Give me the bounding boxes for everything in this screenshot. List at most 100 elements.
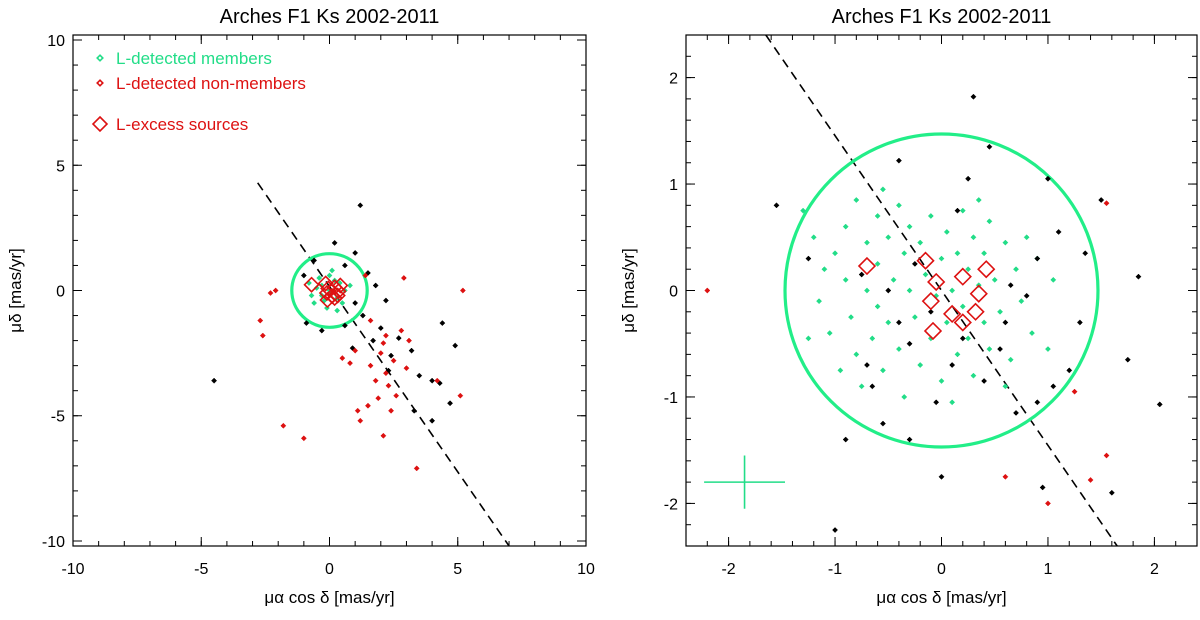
l-nonmember-point — [390, 357, 397, 364]
non-member-point — [377, 325, 384, 332]
x-tick-label: 10 — [577, 561, 595, 578]
non-member-point — [341, 262, 348, 269]
l-member-point — [805, 335, 812, 342]
l-member-point — [837, 367, 844, 374]
l-excess-point — [318, 284, 336, 302]
l-member-point — [901, 394, 908, 400]
non-member-point — [864, 362, 870, 368]
non-member-point — [1034, 255, 1041, 262]
non-member-point — [933, 399, 940, 406]
non-member-point — [938, 473, 945, 480]
non-member-point — [357, 202, 364, 209]
non-member-point — [447, 400, 454, 407]
l-nonmember-point — [380, 432, 387, 439]
right-panel: Arches F1 Ks 2002-2011 -2 -1 0 1 2 -2 -1 0 1 2 μα c… — [619, 6, 1198, 607]
x-tick-label: -2 — [721, 561, 735, 578]
l-nonmember-point — [1002, 473, 1009, 480]
l-member-point — [853, 351, 860, 358]
non-member-point — [311, 257, 318, 264]
non-member-point — [959, 335, 966, 342]
non-member-point — [997, 346, 1004, 353]
l-member-point — [864, 287, 870, 294]
l-member-point — [1002, 383, 1009, 390]
l-member-point — [997, 308, 1004, 315]
l-member-point — [879, 186, 886, 193]
non-member-point — [1002, 319, 1009, 326]
legend-marker-open-diamond — [91, 115, 109, 133]
l-member-point — [901, 250, 908, 257]
non-member-point — [949, 362, 956, 368]
legend: L-detected members L-detected non-members… — [91, 49, 306, 134]
l-member-point — [986, 218, 993, 225]
y-axis-label: μδ [mas/yr] — [619, 248, 638, 332]
non-member-point — [341, 322, 348, 329]
non-member-point — [359, 312, 366, 319]
non-member-point — [352, 249, 359, 256]
non-member-point — [331, 239, 338, 246]
l-member-point — [938, 255, 945, 262]
l-member-point — [869, 335, 876, 342]
l-member-point — [965, 335, 972, 342]
l-nonmember-point — [393, 392, 400, 399]
l-nonmember-point — [365, 402, 371, 409]
l-nonmember-point — [367, 362, 374, 369]
dashed-reference-line — [257, 182, 510, 546]
l-excess-point — [330, 283, 347, 300]
l-member-point — [986, 346, 993, 353]
non-member-point — [1039, 484, 1046, 491]
l-nonmember-point — [382, 332, 389, 339]
non-member-point — [411, 407, 418, 414]
legend-label: L-excess sources — [116, 115, 248, 134]
l-member-point — [895, 202, 902, 209]
x-tick-label: -1 — [828, 561, 842, 578]
l-member-point — [965, 266, 972, 273]
l-excess-point — [977, 260, 996, 279]
non-member-point — [986, 143, 993, 150]
non-member-point — [858, 271, 865, 278]
l-member-point — [858, 383, 865, 390]
dashed-reference-line — [765, 35, 1118, 546]
y-tick-label: 2 — [669, 71, 678, 88]
non-member-point — [300, 272, 307, 279]
x-tick-label: 1 — [1044, 561, 1053, 578]
non-member-point — [906, 436, 913, 443]
l-nonmember-point — [280, 422, 287, 429]
l-excess-point — [923, 321, 943, 341]
data-layer — [704, 35, 1163, 546]
non-member-point — [1156, 401, 1163, 408]
l-excess-point — [966, 302, 985, 321]
x-axis-label: μα cos δ [mas/yr] — [876, 588, 1006, 607]
non-member-point — [1013, 409, 1019, 416]
l-nonmember-point — [377, 350, 384, 357]
l-member-point — [1002, 239, 1009, 246]
non-member-point — [885, 287, 892, 294]
l-nonmember-point — [704, 287, 711, 294]
l-member-point — [1045, 346, 1051, 353]
l-member-point — [874, 303, 881, 310]
l-nonmember-point — [385, 382, 392, 389]
non-member-point — [303, 320, 310, 327]
l-member-point — [938, 378, 945, 384]
l-member-point — [1029, 330, 1035, 337]
l-nonmember-point — [459, 287, 466, 294]
non-member-point — [1082, 250, 1089, 257]
l-nonmember-point — [375, 395, 382, 402]
l-nonmember-point — [413, 465, 420, 472]
l-nonmember-point — [300, 435, 307, 442]
l-member-point — [911, 314, 918, 321]
l-member-point — [874, 260, 881, 267]
l-excess-point — [969, 284, 988, 303]
legend-marker-small-diamond — [96, 54, 104, 62]
l-member-point — [943, 228, 950, 235]
non-member-point — [911, 260, 918, 267]
y-tick-label: -5 — [51, 409, 65, 426]
l-member-point — [842, 276, 849, 283]
l-excess-point — [857, 256, 877, 276]
l-member-point — [826, 330, 833, 337]
l-member-point — [874, 213, 881, 219]
l-excess-point — [953, 313, 972, 332]
non-member-point — [1135, 273, 1142, 280]
legend-label: L-detected members — [116, 49, 272, 68]
l-member-point — [981, 319, 988, 326]
